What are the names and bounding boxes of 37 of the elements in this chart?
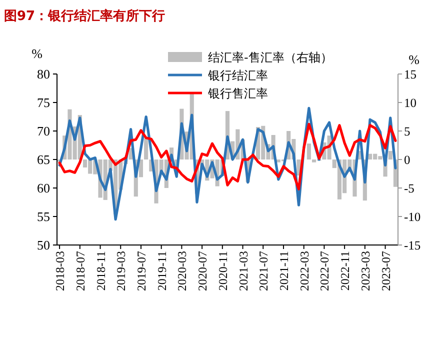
legend-label: 银行售汇率 bbox=[207, 86, 268, 100]
chart-title: 图97：银行结汇率有所下行 bbox=[4, 8, 166, 24]
y2-tick-label: -15 bbox=[404, 238, 421, 252]
x-tick-label: 2018-11 bbox=[94, 251, 108, 291]
x-tick-label: 2023-03 bbox=[358, 251, 372, 291]
y-tick-label: 65 bbox=[37, 152, 50, 167]
y2-tick-label: 15 bbox=[404, 68, 416, 82]
x-tick-label: 2023-07 bbox=[378, 251, 393, 291]
x-tick-label: 2021-07 bbox=[256, 251, 271, 291]
x-tick-label: 2022-07 bbox=[318, 251, 332, 291]
x-tick-label: 2020-07 bbox=[196, 251, 210, 291]
y-tick-label: 55 bbox=[37, 209, 50, 224]
y-tick-label: 75 bbox=[37, 95, 50, 110]
x-tick-label: 2022-03 bbox=[297, 251, 312, 291]
legend-label: 结汇率-售汇率（右轴） bbox=[208, 50, 332, 64]
y-tick-label: 50 bbox=[37, 238, 50, 252]
y2-tick-label: 5 bbox=[404, 124, 410, 138]
x-tick-label: 2021-11 bbox=[276, 251, 291, 291]
x-tick-label: 2020-11 bbox=[216, 251, 230, 291]
x-tick-label: 2022-11 bbox=[338, 251, 352, 291]
y-tick-label: 70 bbox=[37, 124, 50, 138]
y2-axis-title: % bbox=[408, 52, 420, 67]
x-tick-label: 2019-03 bbox=[114, 251, 128, 291]
y2-tick-label: 10 bbox=[404, 96, 416, 110]
y-tick-label: 80 bbox=[37, 66, 50, 82]
y2-tick-label: -10 bbox=[404, 210, 421, 224]
x-tick-label: 2018-07 bbox=[73, 251, 88, 291]
x-tick-label: 2020-03 bbox=[175, 251, 190, 291]
x-tick-label: 2021-03 bbox=[236, 251, 250, 291]
x-tick-label: 2019-11 bbox=[154, 251, 169, 291]
x-tick-label: 2018-03 bbox=[53, 251, 68, 291]
y-axis-title: % bbox=[32, 46, 43, 61]
legend-label: 银行结汇率 bbox=[207, 68, 268, 82]
y-tick-label: 60 bbox=[37, 180, 50, 196]
y2-tick-label: -5 bbox=[404, 182, 414, 196]
x-tick-label: 2019-07 bbox=[134, 251, 148, 291]
y2-tick-label: 0 bbox=[404, 153, 410, 167]
